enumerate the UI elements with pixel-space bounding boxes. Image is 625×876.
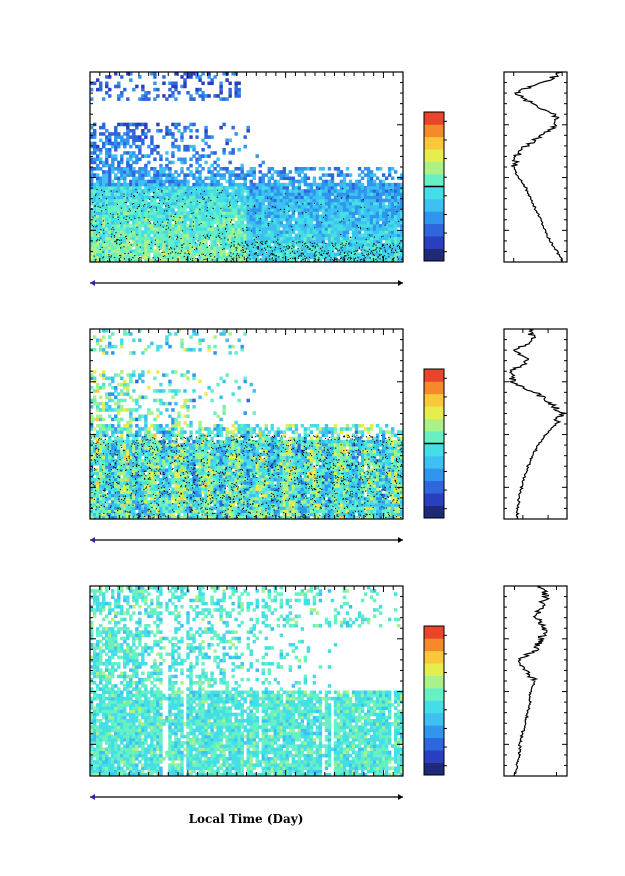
heatmap-field — [90, 329, 403, 519]
colorbar-swatch — [424, 406, 444, 419]
colorbar-swatch — [424, 198, 444, 212]
colorbar-swatch — [424, 700, 444, 714]
colorbar-swatch — [424, 762, 444, 776]
colorbar-swatch — [424, 211, 444, 225]
colorbar — [423, 111, 447, 262]
colorbar-swatch — [424, 688, 444, 701]
colorbar-swatch — [424, 124, 444, 138]
panel-meridional-wind — [89, 328, 568, 543]
zero-contour — [90, 188, 403, 262]
colorbar — [423, 368, 447, 519]
colorbar-swatch — [424, 431, 444, 444]
month-axis-arrow — [398, 537, 403, 543]
colorbar-swatch — [424, 638, 444, 652]
average-profile-line — [513, 585, 551, 777]
month-axis-arrow — [90, 280, 95, 286]
colorbar-swatch — [424, 236, 444, 249]
average-profile-line — [508, 328, 566, 520]
colorbar-swatch — [424, 663, 444, 676]
colorbar-swatch — [424, 455, 444, 469]
panel-vertical-wind — [89, 585, 568, 800]
heatmap-field — [90, 586, 403, 776]
colorbar-swatch — [424, 393, 444, 407]
colorbar-swatch — [424, 712, 444, 726]
colorbar-swatch — [424, 418, 444, 432]
colorbar-swatch — [424, 505, 444, 519]
colorbar-swatch — [424, 174, 444, 187]
colorbar — [423, 625, 447, 776]
month-axis-arrow — [398, 280, 403, 286]
colorbar-swatch — [424, 186, 444, 200]
average-profile — [503, 585, 568, 777]
colorbar-swatch — [424, 493, 444, 506]
zero-contour — [90, 434, 403, 519]
colorbar-swatch — [424, 750, 444, 763]
average-profile — [503, 328, 568, 520]
colorbar-swatch — [424, 149, 444, 162]
colorbar-swatch — [424, 675, 444, 689]
month-axis-arrow — [90, 794, 95, 800]
colorbar-swatch — [424, 223, 444, 237]
heatmap-field — [90, 72, 403, 262]
colorbar-swatch — [424, 381, 444, 395]
colorbar-swatch — [424, 626, 444, 639]
average-profile-line — [511, 71, 563, 263]
month-axis-arrow — [90, 537, 95, 543]
x-axis-title: Local Time (Day) — [189, 812, 304, 826]
average-frame — [503, 328, 568, 520]
colorbar-swatch — [424, 248, 444, 262]
average-profile — [503, 71, 568, 263]
colorbar-swatch — [424, 725, 444, 739]
colorbar-swatch — [424, 369, 444, 382]
colorbar-swatch — [424, 737, 444, 751]
colorbar-swatch — [424, 650, 444, 664]
colorbar-frame — [423, 625, 445, 776]
colorbar-swatch — [424, 468, 444, 482]
colorbar-swatch — [424, 443, 444, 457]
colorbar-swatch — [424, 161, 444, 175]
colorbar-swatch — [424, 136, 444, 150]
month-axis-arrow — [398, 794, 403, 800]
colorbar-swatch — [424, 480, 444, 494]
panel-zonal-wind — [89, 71, 568, 286]
colorbar-swatch — [424, 112, 444, 125]
